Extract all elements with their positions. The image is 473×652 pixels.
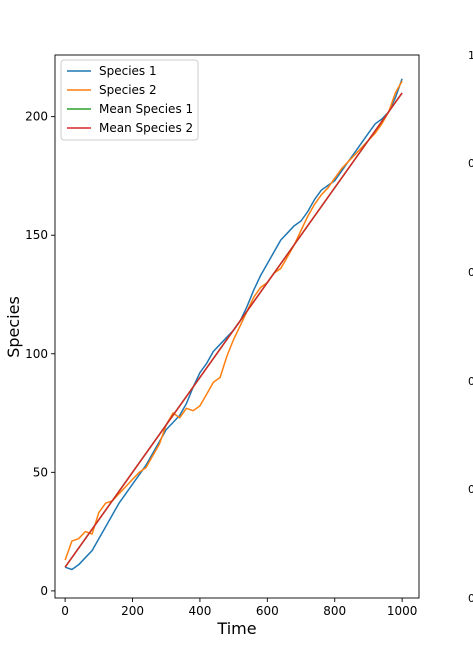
series-line-4 <box>65 93 402 567</box>
second-chart-y-tick-label: 1 <box>468 49 473 62</box>
y-tick-label: 150 <box>25 228 48 242</box>
x-tick-label: 400 <box>188 604 211 618</box>
second-chart-y-tick-label: 0 <box>468 375 473 388</box>
x-tick-label: 600 <box>256 604 279 618</box>
main-chart: 0 200 400 600 800 1000 0 50 100 150 200 Time Spec… <box>4 55 419 638</box>
second-chart-y-tick-label: 0 <box>468 592 473 605</box>
x-tick-label: 200 <box>121 604 144 618</box>
y-axis-ticks: 0 50 100 150 200 <box>25 110 55 598</box>
series-line-2 <box>65 81 402 560</box>
second-chart-y-tick-label: 0 <box>468 266 473 279</box>
legend-label: Mean Species 2 <box>99 121 193 135</box>
x-tick-label: 1000 <box>387 604 418 618</box>
legend-label: Mean Species 1 <box>99 102 193 116</box>
legend-label: Species 1 <box>99 64 157 78</box>
y-tick-label: 50 <box>33 465 48 479</box>
second-chart-y-axis-ticks: 1 0 0 0 0 0 <box>468 49 473 605</box>
series-layer <box>65 79 402 570</box>
x-tick-label: 0 <box>61 604 69 618</box>
y-axis-title: Species <box>4 296 23 358</box>
legend: Species 1 Species 2 Mean Species 1 Mean Spe… <box>61 60 198 140</box>
x-axis-ticks: 0 200 400 600 800 1000 <box>61 598 417 618</box>
second-chart-y-tick-label: 0 <box>468 483 473 496</box>
second-chart: 1 0 0 0 0 0 <box>468 49 473 605</box>
x-tick-label: 800 <box>323 604 346 618</box>
legend-label: Species 2 <box>99 83 157 97</box>
second-chart-y-tick-label: 0 <box>468 157 473 170</box>
y-tick-label: 0 <box>40 584 48 598</box>
x-axis-title: Time <box>216 619 256 638</box>
y-tick-label: 200 <box>25 110 48 124</box>
y-tick-label: 100 <box>25 347 48 361</box>
